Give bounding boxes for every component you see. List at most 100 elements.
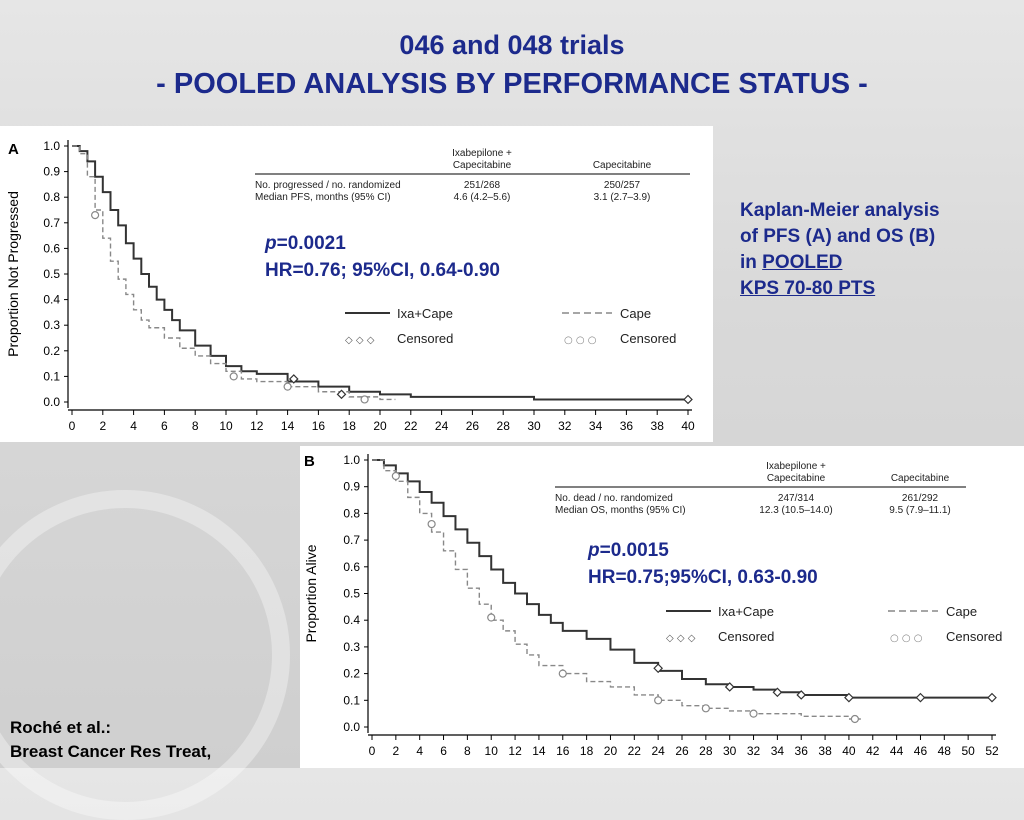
reference-line1: Roché et al.: (10, 718, 112, 737)
chart-b-table-row-cape: 261/292 (902, 493, 939, 504)
chart-b-y-tick-label: 0.4 (343, 613, 360, 627)
chart-b-censor-cape-point (487, 613, 496, 622)
chart-b-table-row-ixa: 247/314 (778, 493, 815, 504)
side-note: Kaplan-Meier analysis of PFS (A) and OS … (740, 198, 940, 302)
chart-a-table-row-ixa: 251/268 (464, 180, 501, 191)
pfs-chart-svg: A0.00.10.20.30.40.50.60.70.80.91.00 2 4 6 8 1… (5, 139, 695, 433)
chart-b-table-col2-head: Capecitabine (891, 473, 950, 484)
side-note-line3-prefix: in (740, 252, 763, 273)
chart-a-x-tick-label: 20 (373, 419, 387, 433)
chart-b-x-tick-label: 18 (580, 744, 594, 758)
hr-a: HR=0.76; 95%CI, 0.64-0.90 (265, 260, 500, 281)
chart-b-censor-ixa-point (987, 692, 997, 703)
chart-b-series-cape-line (372, 459, 861, 720)
chart-a-y-tick-label: 0.5 (43, 267, 60, 281)
chart-b-y-axis-label: Proportion Alive (303, 544, 319, 642)
chart-b-legend-ixa-censored-label: Censored (718, 629, 774, 644)
chart-a-x-tick-label: 6 (161, 419, 168, 433)
chart-a-x-tick-label: 10 (219, 419, 233, 433)
chart-a-x-tick-label: 12 (250, 419, 264, 433)
chart-a-table-row-cape: 250/257 (604, 180, 641, 191)
chart-b-censor-ixa-point (844, 692, 854, 703)
side-note-line2: of PFS (A) and OS (B) (740, 226, 936, 247)
chart-a-censor-ixa-point (288, 374, 299, 384)
reference-line2: Breast Cancer Res Treat, (10, 742, 212, 761)
chart-b-x-tick-label: 48 (938, 744, 952, 758)
chart-b-x-tick-label: 0 (369, 744, 376, 758)
chart-b-y-tick-label: 1.0 (343, 453, 360, 467)
chart-a-x-tick-label: 0 (69, 419, 76, 433)
chart-a-x-tick-label: 4 (130, 419, 137, 433)
chart-b-y-tick-label: 0.2 (343, 667, 360, 681)
p-symbol-a: p (265, 233, 277, 254)
chart-a-x-tick-label: 34 (589, 419, 603, 433)
slide-title-line1: 046 and 048 trials (399, 30, 625, 60)
chart-b-x-tick-label: 26 (675, 744, 689, 758)
chart-panel-a: A 0.0 0.1 0.2 0.3 0.4 0.5 0.6 0.7 0.8 0.9 1.0 0 2 4 6 8 1… (0, 126, 713, 442)
chart-b-censor-ixa-point (796, 690, 807, 700)
chart-b-legend-cape-label: Cape (946, 604, 977, 619)
chart-a-legend-cape-label: Cape (620, 306, 651, 321)
chart-b-x-tick-label: 24 (651, 744, 665, 758)
chart-a-x-tick-label: 32 (558, 419, 572, 433)
chart-a-y-tick-label: 0.4 (43, 293, 60, 307)
chart-a-y-tick-label: 1.0 (43, 139, 60, 153)
chart-a-x-tick-label: 2 (99, 419, 106, 433)
chart-b-censor-cape-point (427, 519, 436, 529)
chart-b-legend-cape-censored-label: Censored (946, 629, 1002, 644)
chart-b-x-tick-label: 44 (890, 744, 904, 758)
chart-b-y-tick-label: 0.9 (343, 480, 360, 494)
chart-panel-b: B 0.0 0.1 0.2 0.3 0.4 0.5 0.6 0.7 0.8 0.9 1.0 0 2 4 6 8 1… (300, 446, 1024, 768)
chart-b-censor-ixa-point (724, 682, 735, 692)
chart-a-y-tick-label: 0.6 (43, 241, 60, 255)
chart-a-panel-label: A (8, 141, 19, 158)
chart-b-y-tick-label: 0.5 (343, 587, 360, 601)
chart-a-table-row-label: Median PFS, months (95% CI) (255, 192, 391, 203)
chart-a-y-tick-label: 0.0 (43, 395, 60, 409)
chart-b-legend-cape-censor-marker: ○ ○ ○ (890, 633, 923, 644)
chart-a-x-tick-label: 14 (281, 419, 295, 433)
pooled-link[interactable]: POOLED (762, 252, 843, 273)
chart-a-y-tick-label: 0.9 (43, 165, 60, 179)
chart-b-x-tick-label: 34 (771, 744, 785, 758)
kps-link[interactable]: KPS 70-80 PTS (740, 278, 876, 299)
chart-b-censor-cape-point (654, 696, 663, 705)
chart-a-table-row-cape: 3.1 (2.7–3.9) (594, 192, 651, 203)
chart-b-x-tick-label: 52 (985, 744, 999, 758)
chart-a-x-tick-label: 8 (192, 419, 199, 433)
chart-b-y-tick-label: 0.6 (343, 560, 360, 574)
chart-b-censor-ixa-point (915, 692, 926, 703)
chart-a-x-tick-label: 36 (620, 419, 634, 433)
chart-a-legend-ixa-label: Ixa+Cape (397, 306, 453, 321)
chart-b-y-tick-label: 0.7 (343, 533, 360, 547)
p-value-a: =0.0021 (276, 233, 346, 254)
hr-b: HR=0.75;95%CI, 0.63-0.90 (588, 567, 818, 588)
chart-b-y-tick-label: 0.3 (343, 640, 360, 654)
chart-a-y-tick-label: 0.3 (43, 318, 60, 332)
chart-a-censor-ixa-point (336, 389, 347, 400)
side-note-line1: Kaplan-Meier analysis (740, 200, 940, 221)
chart-b-x-tick-label: 36 (795, 744, 809, 758)
chart-a-censor-cape-point (90, 211, 100, 220)
chart-a-y-tick-label: 0.2 (43, 344, 60, 358)
chart-a-censor-cape-point (360, 395, 369, 404)
stats-b: p=0.0015 HR=0.75;95%CI, 0.63-0.90 (588, 537, 818, 591)
chart-b-x-tick-label: 32 (747, 744, 761, 758)
university-seal-watermark (0, 490, 290, 820)
chart-b-x-tick-label: 2 (393, 744, 400, 758)
chart-b-x-tick-label: 22 (628, 744, 642, 758)
chart-a-x-tick-label: 18 (343, 419, 357, 433)
chart-b-x-tick-label: 4 (416, 744, 423, 758)
chart-a-y-axis-label: Proportion Not Progressed (5, 191, 21, 357)
chart-a-table-row-label: No. progressed / no. randomized (255, 180, 401, 191)
chart-a-x-tick-label: 38 (651, 419, 665, 433)
chart-a-x-tick-label: 26 (466, 419, 480, 433)
chart-b-x-tick-label: 38 (818, 744, 832, 758)
chart-b-x-tick-label: 10 (485, 744, 499, 758)
chart-a-x-tick-label: 40 (681, 419, 695, 433)
chart-b-x-tick-label: 30 (723, 744, 737, 758)
chart-b-y-tick-label: 0.1 (343, 693, 360, 707)
chart-a-censor-ixa-point (683, 394, 693, 405)
chart-a-x-tick-label: 24 (435, 419, 449, 433)
chart-b-x-tick-label: 14 (532, 744, 546, 758)
